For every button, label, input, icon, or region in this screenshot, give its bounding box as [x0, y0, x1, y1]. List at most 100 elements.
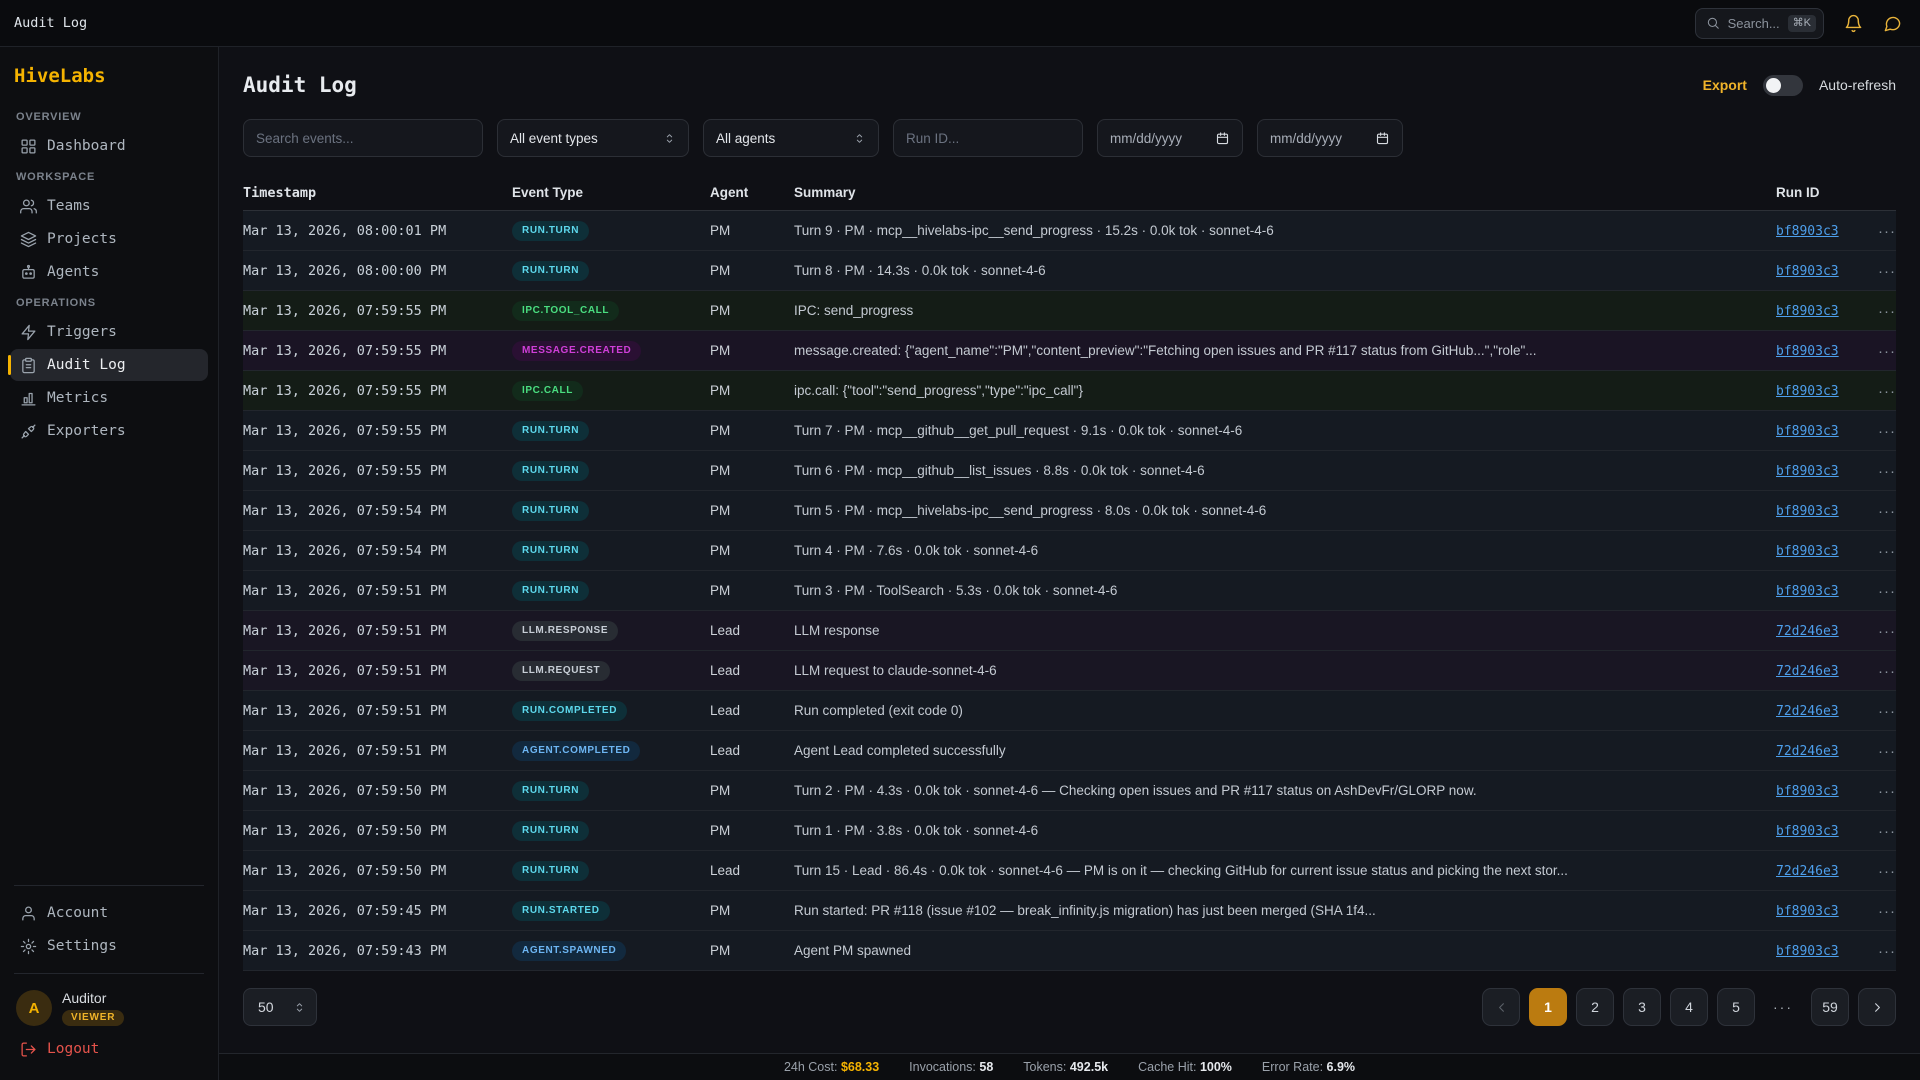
run-id-link[interactable]: bf8903c3: [1776, 824, 1839, 839]
page-button-5[interactable]: 5: [1717, 988, 1755, 1026]
event-type-badge: IPC.CALL: [512, 381, 583, 401]
table-row[interactable]: Mar 13, 2026, 07:59:55 PM RUN.TURN PM Tu…: [243, 411, 1896, 451]
user-profile[interactable]: A Auditor VIEWER: [10, 984, 208, 1032]
run-id-link[interactable]: bf8903c3: [1776, 784, 1839, 799]
date-from-value: mm/dd/yyyy: [1110, 130, 1183, 146]
run-id-input[interactable]: [893, 119, 1083, 157]
table-row[interactable]: Mar 13, 2026, 07:59:43 PM AGENT.SPAWNED …: [243, 931, 1896, 971]
page-size-select[interactable]: 50: [243, 988, 317, 1026]
row-actions-button[interactable]: ···: [1878, 782, 1896, 800]
row-actions-button[interactable]: ···: [1878, 742, 1896, 760]
sidebar-item-settings[interactable]: Settings: [10, 930, 208, 962]
event-type-badge: LLM.REQUEST: [512, 661, 611, 681]
row-actions-button[interactable]: ···: [1878, 702, 1896, 720]
table-row[interactable]: Mar 13, 2026, 07:59:51 PM LLM.REQUEST Le…: [243, 651, 1896, 691]
table-row[interactable]: Mar 13, 2026, 07:59:55 PM RUN.TURN PM Tu…: [243, 451, 1896, 491]
run-id-link[interactable]: bf8903c3: [1776, 904, 1839, 919]
sidebar-item-dashboard[interactable]: Dashboard: [10, 130, 208, 162]
row-summary: message.created: {"agent_name":"PM","con…: [794, 343, 1537, 358]
page-button-59[interactable]: 59: [1811, 988, 1849, 1026]
page-button-2[interactable]: 2: [1576, 988, 1614, 1026]
run-id-link[interactable]: bf8903c3: [1776, 584, 1839, 599]
sidebar-item-projects[interactable]: Projects: [10, 223, 208, 255]
row-actions-button[interactable]: ···: [1878, 902, 1896, 920]
sidebar-item-exporters[interactable]: Exporters: [10, 415, 208, 447]
toggle-knob: [1765, 77, 1781, 93]
notifications-bell-icon[interactable]: [1844, 14, 1863, 33]
col-event-type: Event Type: [512, 185, 584, 200]
event-type-select[interactable]: All event types: [497, 119, 689, 157]
date-to-input[interactable]: mm/dd/yyyy: [1257, 119, 1403, 157]
next-page-button[interactable]: [1858, 988, 1896, 1026]
table-row[interactable]: Mar 13, 2026, 07:59:45 PM RUN.STARTED PM…: [243, 891, 1896, 931]
run-id-link[interactable]: bf8903c3: [1776, 944, 1839, 959]
table-row[interactable]: Mar 13, 2026, 07:59:54 PM RUN.TURN PM Tu…: [243, 491, 1896, 531]
auto-refresh-toggle[interactable]: [1762, 74, 1803, 96]
table-row[interactable]: Mar 13, 2026, 08:00:01 PM RUN.TURN PM Tu…: [243, 211, 1896, 251]
table-row[interactable]: Mar 13, 2026, 07:59:50 PM RUN.TURN PM Tu…: [243, 771, 1896, 811]
run-id-link[interactable]: 72d246e3: [1776, 664, 1839, 679]
table-row[interactable]: Mar 13, 2026, 07:59:51 PM RUN.COMPLETED …: [243, 691, 1896, 731]
row-timestamp: Mar 13, 2026, 07:59:51 PM: [243, 582, 447, 599]
run-id-link[interactable]: bf8903c3: [1776, 304, 1839, 319]
run-id-link[interactable]: 72d246e3: [1776, 744, 1839, 759]
search-events-input[interactable]: [243, 119, 483, 157]
row-actions-button[interactable]: ···: [1878, 462, 1896, 480]
row-actions-button[interactable]: ···: [1878, 622, 1896, 640]
chat-bubble-icon[interactable]: [1883, 14, 1902, 33]
sidebar-item-account[interactable]: Account: [10, 897, 208, 929]
row-actions-button[interactable]: ···: [1878, 222, 1896, 240]
table-row[interactable]: Mar 13, 2026, 07:59:51 PM RUN.TURN PM Tu…: [243, 571, 1896, 611]
row-actions-button[interactable]: ···: [1878, 342, 1896, 360]
row-actions-button[interactable]: ···: [1878, 382, 1896, 400]
sidebar-item-audit-log[interactable]: Audit Log: [8, 349, 208, 381]
table-row[interactable]: Mar 13, 2026, 07:59:50 PM RUN.TURN PM Tu…: [243, 811, 1896, 851]
table-row[interactable]: Mar 13, 2026, 07:59:51 PM LLM.RESPONSE L…: [243, 611, 1896, 651]
table-row[interactable]: Mar 13, 2026, 07:59:55 PM MESSAGE.CREATE…: [243, 331, 1896, 371]
logout-button[interactable]: Logout: [10, 1033, 208, 1065]
row-actions-button[interactable]: ···: [1878, 262, 1896, 280]
run-id-link[interactable]: 72d246e3: [1776, 704, 1839, 719]
run-id-link[interactable]: bf8903c3: [1776, 344, 1839, 359]
sidebar-item-agents[interactable]: Agents: [10, 256, 208, 288]
table-row[interactable]: Mar 13, 2026, 07:59:50 PM RUN.TURN Lead …: [243, 851, 1896, 891]
table-row[interactable]: Mar 13, 2026, 07:59:51 PM AGENT.COMPLETE…: [243, 731, 1896, 771]
table-row[interactable]: Mar 13, 2026, 07:59:55 PM IPC.TOOL_CALL …: [243, 291, 1896, 331]
run-id-link[interactable]: bf8903c3: [1776, 264, 1839, 279]
run-id-link[interactable]: 72d246e3: [1776, 864, 1839, 879]
row-summary: Turn 7 · PM · mcp__github__get_pull_requ…: [794, 423, 1243, 438]
row-actions-button[interactable]: ···: [1878, 542, 1896, 560]
row-actions-button[interactable]: ···: [1878, 662, 1896, 680]
sidebar-item-metrics[interactable]: Metrics: [10, 382, 208, 414]
row-actions-button[interactable]: ···: [1878, 422, 1896, 440]
row-timestamp: Mar 13, 2026, 08:00:01 PM: [243, 222, 447, 239]
page-button-4[interactable]: 4: [1670, 988, 1708, 1026]
row-actions-button[interactable]: ···: [1878, 862, 1896, 880]
export-button[interactable]: Export: [1702, 77, 1747, 93]
event-type-badge: MESSAGE.CREATED: [512, 341, 642, 361]
row-actions-button[interactable]: ···: [1878, 502, 1896, 520]
run-id-link[interactable]: bf8903c3: [1776, 544, 1839, 559]
run-id-link[interactable]: 72d246e3: [1776, 624, 1839, 639]
run-id-link[interactable]: bf8903c3: [1776, 424, 1839, 439]
table-row[interactable]: Mar 13, 2026, 07:59:54 PM RUN.TURN PM Tu…: [243, 531, 1896, 571]
table-row[interactable]: Mar 13, 2026, 07:59:55 PM IPC.CALL PM ip…: [243, 371, 1896, 411]
event-type-badge: RUN.TURN: [512, 781, 590, 801]
run-id-link[interactable]: bf8903c3: [1776, 504, 1839, 519]
date-from-input[interactable]: mm/dd/yyyy: [1097, 119, 1243, 157]
page-button-3[interactable]: 3: [1623, 988, 1661, 1026]
row-actions-button[interactable]: ···: [1878, 942, 1896, 960]
run-id-link[interactable]: bf8903c3: [1776, 224, 1839, 239]
sidebar-item-teams[interactable]: Teams: [10, 190, 208, 222]
sidebar-item-triggers[interactable]: Triggers: [10, 316, 208, 348]
run-id-link[interactable]: bf8903c3: [1776, 384, 1839, 399]
agent-select[interactable]: All agents: [703, 119, 879, 157]
table-row[interactable]: Mar 13, 2026, 08:00:00 PM RUN.TURN PM Tu…: [243, 251, 1896, 291]
row-actions-button[interactable]: ···: [1878, 822, 1896, 840]
page-button-1[interactable]: 1: [1529, 988, 1567, 1026]
row-actions-button[interactable]: ···: [1878, 582, 1896, 600]
row-actions-button[interactable]: ···: [1878, 302, 1896, 320]
prev-page-button[interactable]: [1482, 988, 1520, 1026]
run-id-link[interactable]: bf8903c3: [1776, 464, 1839, 479]
global-search[interactable]: Search... ⌘K: [1694, 7, 1824, 39]
